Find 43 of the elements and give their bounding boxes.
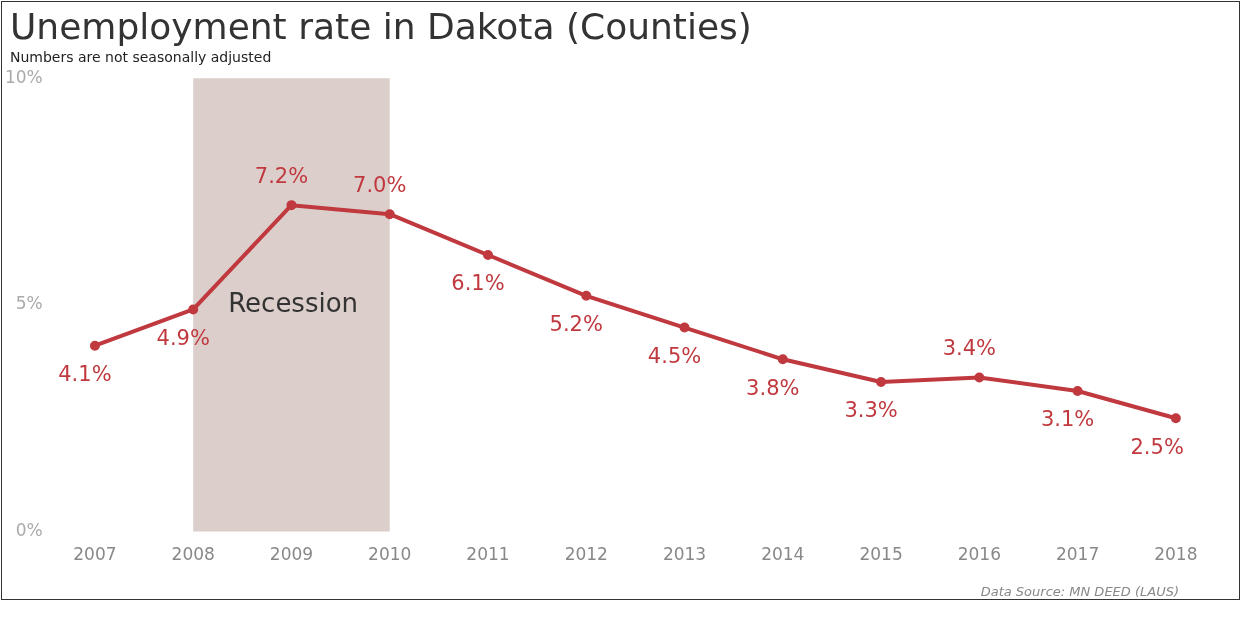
x-tick-label: 2018	[1154, 544, 1198, 565]
x-tick-label: 2016	[957, 544, 1001, 565]
y-tick-label: 5%	[15, 293, 43, 314]
text: 2.5%	[1130, 434, 1184, 459]
text: 3.8%	[746, 375, 800, 400]
point	[1072, 386, 1083, 397]
chart-subtitle: Numbers are not seasonally adjusted	[9, 48, 273, 65]
y-tick-label: 10%	[4, 66, 43, 87]
text: 5.2%	[549, 312, 603, 337]
x-tick-label: 2017	[1055, 544, 1100, 565]
band-label: Recession	[228, 287, 359, 318]
text: 6.1%	[451, 271, 505, 296]
x-tick-label: 2012	[564, 544, 608, 565]
x-tick-label: 2009	[269, 544, 314, 565]
point	[89, 340, 100, 351]
point	[876, 376, 887, 387]
x-tick-label: 2014	[761, 544, 805, 565]
text: 7.0%	[353, 172, 407, 197]
text: 4.5%	[647, 344, 702, 369]
x-tick-label: 2015	[859, 544, 903, 565]
chart-title: Unemployment rate in Dakota (Counties)	[9, 5, 753, 47]
text: 7.2%	[254, 163, 309, 188]
y-tick-label: 0%	[15, 520, 43, 541]
point	[679, 322, 690, 333]
point	[188, 304, 199, 315]
x-tick-label: 2007	[73, 544, 117, 565]
text: 4.9%	[156, 325, 210, 350]
text: 3.1%	[1040, 407, 1095, 432]
point	[974, 372, 985, 383]
text: 3.3%	[844, 398, 898, 423]
source-note: Data Source: MN DEED (LAUS)	[980, 584, 1179, 599]
point	[581, 290, 592, 301]
x-tick-label: 2013	[662, 544, 707, 565]
x-tick-label: 2010	[368, 544, 412, 565]
point	[482, 250, 493, 261]
x-tick-label: 2008	[171, 544, 215, 565]
point	[384, 209, 395, 220]
text: 4.1%	[58, 362, 112, 387]
point	[286, 200, 297, 211]
text: 3.4%	[942, 335, 997, 360]
x-tick-label: 2011	[466, 544, 510, 565]
point	[777, 354, 788, 365]
point	[1170, 413, 1181, 424]
